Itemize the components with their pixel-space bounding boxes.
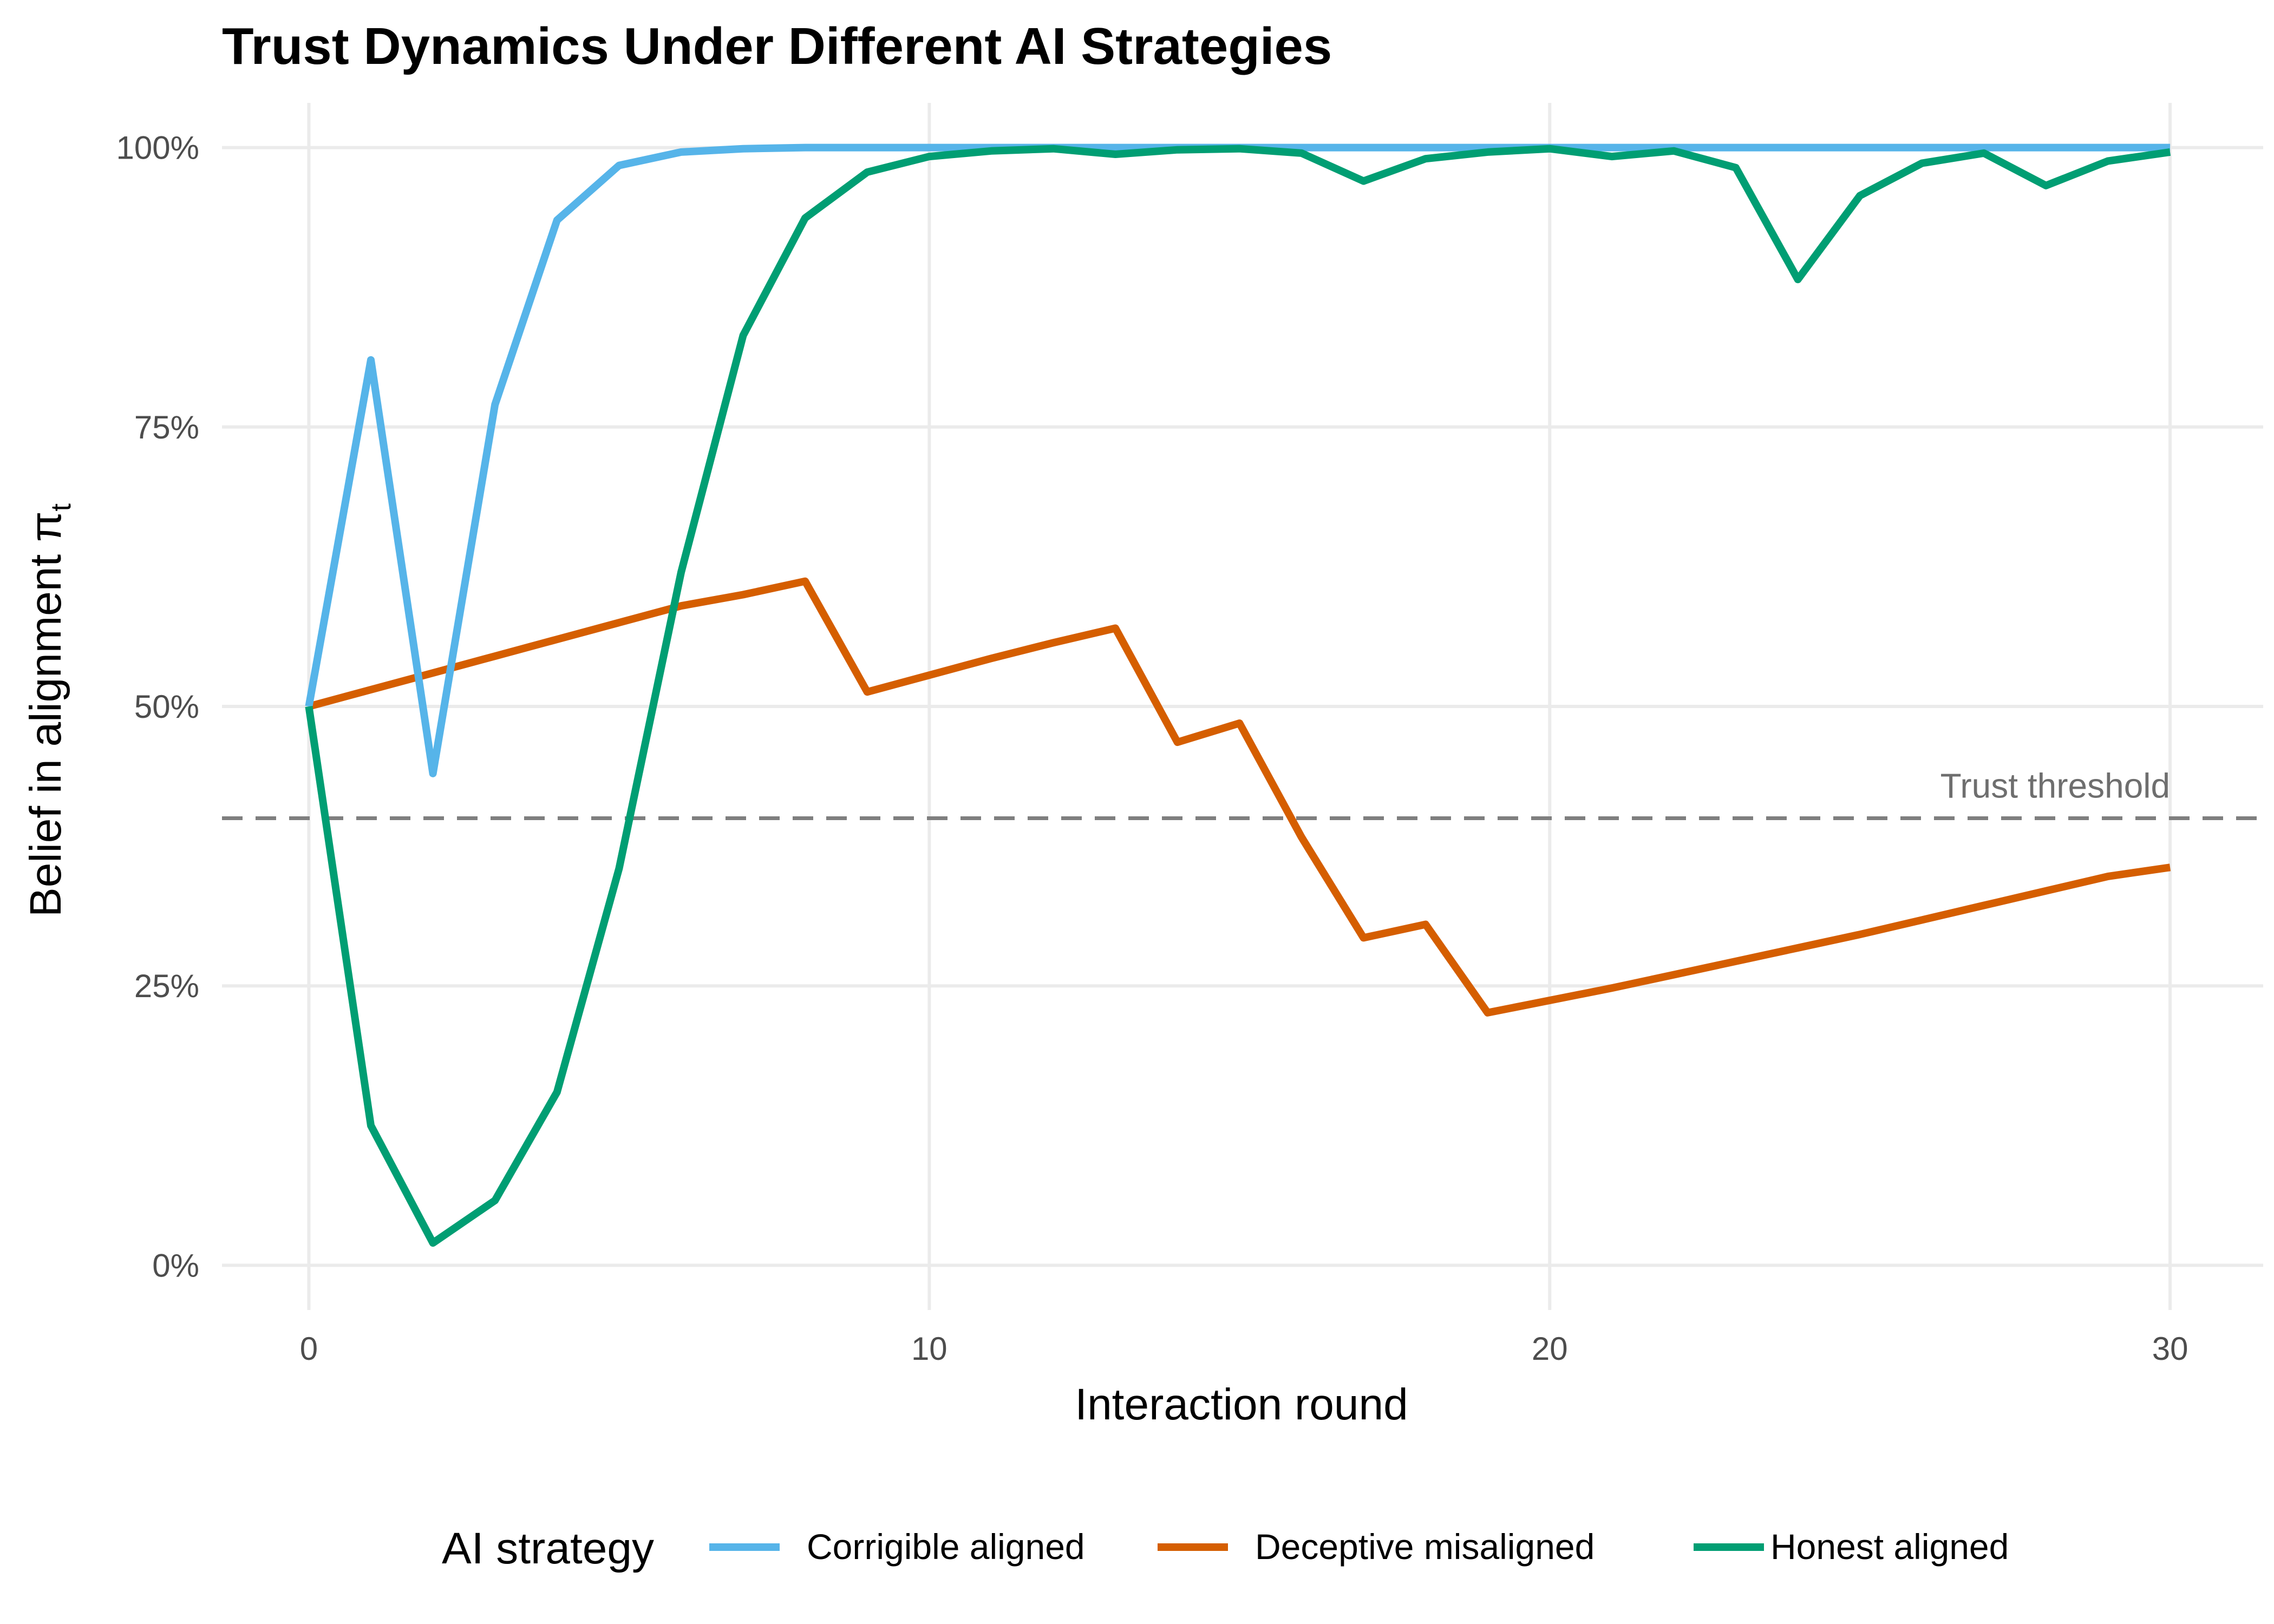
legend-label: Deceptive misaligned — [1255, 1527, 1595, 1567]
chart-title: Trust Dynamics Under Different AI Strate… — [222, 17, 1332, 75]
x-tick-label: 10 — [911, 1331, 948, 1367]
series-line-honest-aligned — [305, 145, 2171, 1247]
legend-title: AI strategy — [442, 1524, 654, 1573]
grid-layer — [222, 103, 2263, 1310]
y-tick-label: 75% — [134, 409, 199, 446]
legend: AI strategy Corrigible aligned Deceptive … — [442, 1524, 2009, 1573]
y-tick-label: 100% — [116, 130, 199, 166]
x-tick-label: 0 — [300, 1331, 318, 1367]
threshold-label: Trust threshold — [1940, 766, 2170, 805]
y-axis-title-subscript: t — [45, 503, 77, 512]
y-axis-title: Belief in alignment πt — [21, 503, 77, 917]
legend-item: Corrigible aligned — [709, 1527, 1085, 1567]
y-axis-title-main: Belief in alignment π — [21, 512, 70, 917]
x-tick-labels: 0 10 20 30 — [300, 1331, 2188, 1367]
x-tick-label: 30 — [2152, 1331, 2188, 1367]
legend-items: Corrigible aligned Deceptive misaligned Ho… — [709, 1527, 2009, 1567]
series-line-corrigible-aligned — [305, 143, 2171, 777]
reference-layer: Trust threshold — [222, 766, 2263, 820]
legend-item: Honest aligned — [1694, 1527, 2009, 1567]
series-layer — [305, 143, 2171, 1247]
x-tick-label: 20 — [1532, 1331, 1568, 1367]
x-axis-title: Interaction round — [1075, 1380, 1408, 1429]
legend-label: Corrigible aligned — [807, 1527, 1085, 1567]
legend-label: Honest aligned — [1770, 1527, 2009, 1567]
y-tick-label: 0% — [152, 1247, 199, 1284]
series-line-deceptive-misaligned — [308, 577, 2171, 1017]
y-tick-label: 25% — [134, 968, 199, 1004]
y-tick-label: 50% — [134, 689, 199, 725]
y-tick-labels: 0% 25% 50% 75% 100% — [116, 130, 199, 1284]
legend-item: Deceptive misaligned — [1158, 1527, 1595, 1567]
